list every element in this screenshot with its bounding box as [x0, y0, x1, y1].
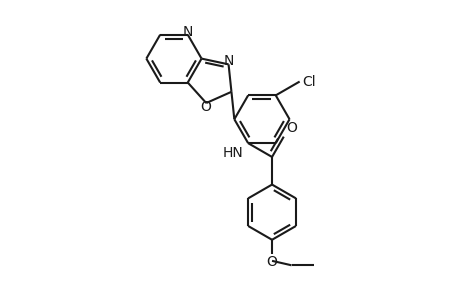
Text: O: O [266, 255, 277, 269]
Text: O: O [200, 100, 211, 114]
Text: HN: HN [222, 146, 242, 160]
Text: O: O [285, 121, 296, 135]
Text: Cl: Cl [302, 75, 315, 88]
Text: N: N [223, 54, 233, 68]
Text: N: N [182, 25, 192, 39]
